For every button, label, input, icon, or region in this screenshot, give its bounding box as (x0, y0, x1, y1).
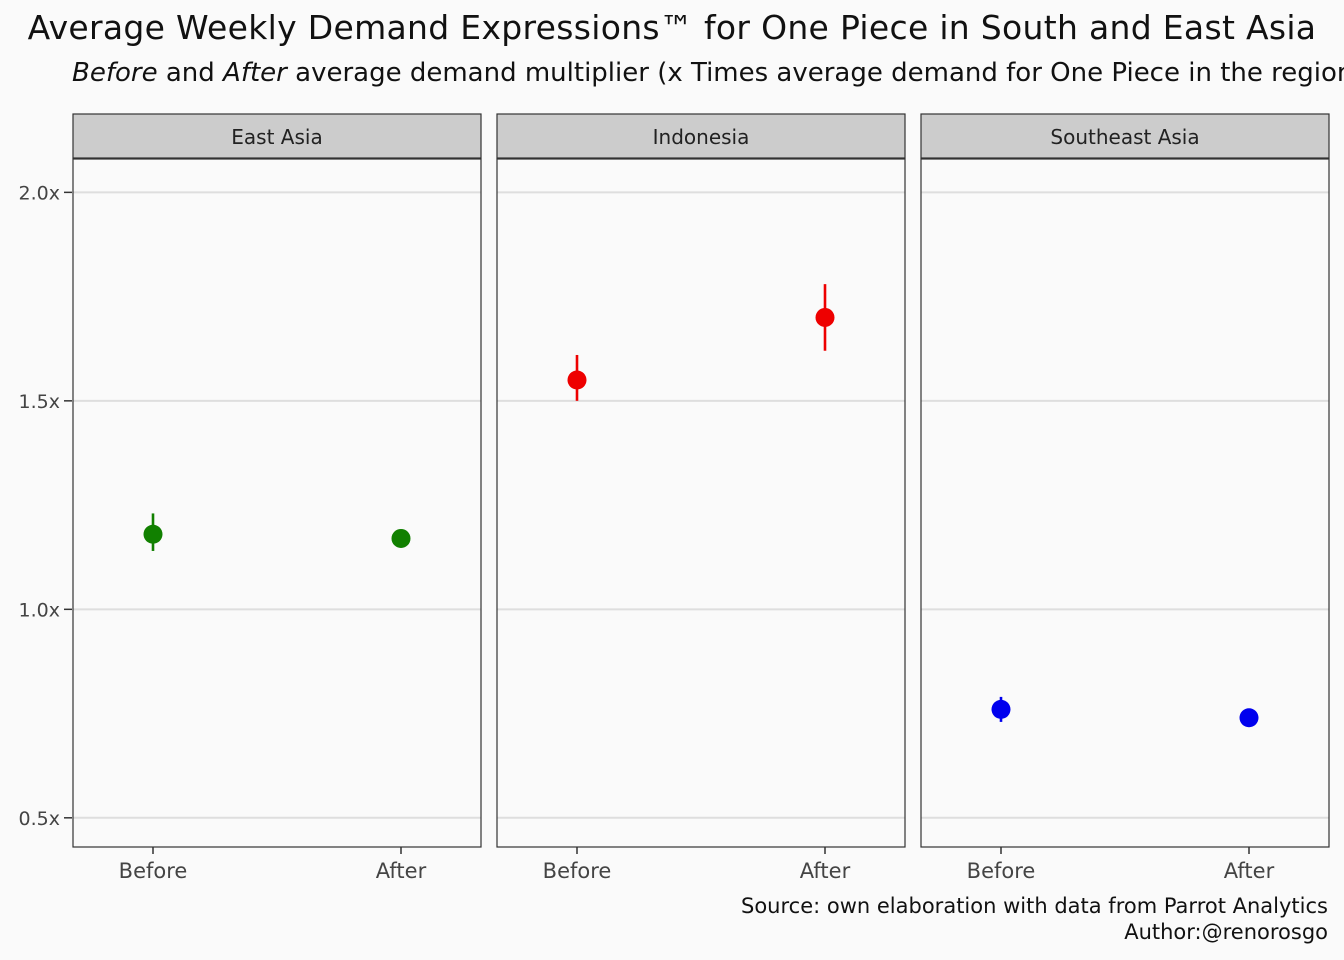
subtitle-before: Before (72, 58, 158, 88)
chart-subtitle: Before and After average demand multipli… (72, 58, 1344, 88)
subtitle-rest: average demand multiplier (x Times avera… (286, 58, 1344, 88)
panel-border (72, 158, 482, 848)
facet-strip-label: Indonesia (653, 125, 750, 149)
panel-background (921, 159, 1329, 847)
chart-caption: Source: own elaboration with data from P… (741, 893, 1328, 945)
panel-border (496, 158, 906, 848)
data-point (991, 699, 1011, 719)
data-point (567, 370, 587, 390)
facet-strip-label: Southeast Asia (1050, 125, 1199, 149)
data-point (391, 528, 411, 548)
panel-border (920, 158, 1330, 848)
facet-strip (920, 113, 1330, 159)
source-note: Source: own elaboration with data from P… (741, 894, 1328, 918)
facet-strip (72, 113, 482, 159)
y-tick-label: 0.5x (19, 808, 60, 830)
data-point (1239, 708, 1259, 728)
chart-title: Average Weekly Demand Expressions™ for O… (27, 8, 1317, 47)
data-point (815, 307, 835, 327)
author-note: Author:@renorosgo (1124, 920, 1328, 944)
subtitle-and: and (157, 58, 224, 88)
data-point (143, 524, 163, 544)
x-tick-label: Before (119, 859, 188, 883)
x-tick-label: After (376, 859, 427, 883)
subtitle-after: After (223, 58, 287, 88)
facet-strip-label: East Asia (231, 125, 322, 149)
y-tick-label: 1.0x (19, 599, 60, 621)
y-tick-label: 1.5x (19, 391, 60, 413)
y-tick-label: 2.0x (19, 182, 60, 204)
x-tick-label: Before (967, 859, 1036, 883)
panel-background (73, 159, 481, 847)
x-tick-label: Before (543, 859, 612, 883)
facet-strip (496, 113, 906, 159)
x-tick-label: After (1224, 859, 1275, 883)
panel-background (497, 159, 905, 847)
x-tick-label: After (800, 859, 851, 883)
